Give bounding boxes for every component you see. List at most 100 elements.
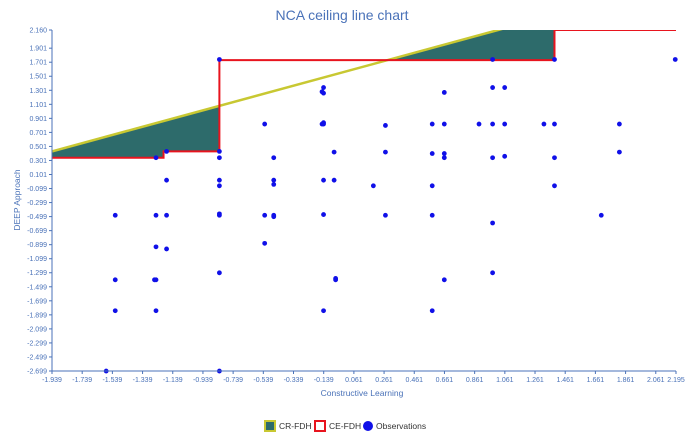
y-tick-label: -1.899 xyxy=(27,312,47,319)
x-tick-label: -0.139 xyxy=(314,377,334,384)
y-tick-label: 1.701 xyxy=(29,60,47,67)
legend-swatch-observations xyxy=(363,421,373,431)
observation-point xyxy=(153,244,159,250)
observation-point xyxy=(490,220,496,226)
x-tick-label: 2.061 xyxy=(647,377,665,384)
y-tick-label: -1.699 xyxy=(27,298,47,305)
observation-point xyxy=(552,183,557,189)
observation-point xyxy=(490,121,496,127)
x-tick-label: 0.461 xyxy=(405,377,423,384)
observation-point xyxy=(502,153,508,159)
observation-point xyxy=(112,212,118,218)
observation-point xyxy=(383,149,388,155)
y-tick-label: -1.299 xyxy=(27,270,47,277)
observation-point xyxy=(216,270,222,276)
observation-point xyxy=(672,57,678,62)
observation-point xyxy=(262,212,268,218)
observation-point xyxy=(271,155,277,161)
cr-fdh-line xyxy=(52,30,503,153)
x-tick-label: 1.661 xyxy=(587,377,605,384)
cr-fdh-area-0 xyxy=(52,106,219,158)
observation-point xyxy=(441,151,447,156)
x-tick-label: -0.939 xyxy=(193,377,213,384)
observation-point xyxy=(321,212,326,217)
x-tick-label: -1.539 xyxy=(102,377,122,384)
observation-point xyxy=(321,308,326,314)
observation-point xyxy=(616,121,622,127)
observation-point xyxy=(552,121,557,127)
x-tick-label: 0.061 xyxy=(345,377,363,384)
legend: CR-FDH CE-FDH Observations xyxy=(264,420,426,432)
observation-point xyxy=(541,121,547,127)
observation-point xyxy=(321,177,326,183)
observation-point xyxy=(216,177,222,183)
y-axis-title: DEEP Approach xyxy=(12,169,22,231)
observation-point xyxy=(271,177,277,183)
observation-point xyxy=(216,211,222,217)
observation-point xyxy=(441,155,447,161)
chart-title: NCA ceiling line chart xyxy=(275,7,408,23)
observation-point xyxy=(490,270,496,276)
x-tick-label: -0.739 xyxy=(223,377,243,384)
y-tick-label: -2.499 xyxy=(27,354,47,361)
observation-point xyxy=(112,308,118,314)
observation-point xyxy=(164,177,169,183)
observation-point xyxy=(321,120,326,126)
observation-point xyxy=(441,121,447,127)
observation-point xyxy=(490,85,496,90)
observation-point xyxy=(152,277,157,283)
y-tick-label: 0.301 xyxy=(29,158,47,165)
x-tick-label: -1.139 xyxy=(163,377,183,384)
observation-point xyxy=(598,212,604,218)
observation-point xyxy=(164,246,169,252)
observation-point xyxy=(429,212,435,218)
y-tick-label: -0.499 xyxy=(27,214,47,221)
y-tick-label: 0.101 xyxy=(29,172,47,179)
observation-point xyxy=(429,151,435,156)
y-tick-label: 2.160 xyxy=(29,28,47,35)
observation-point xyxy=(333,276,339,281)
observation-point xyxy=(552,155,557,161)
observation-point xyxy=(112,277,118,283)
legend-swatch-cr-fdh xyxy=(264,420,276,432)
y-tick-label: -0.299 xyxy=(27,200,47,207)
x-tick-label: 1.461 xyxy=(556,377,574,384)
cr-fdh-area-1 xyxy=(387,30,676,61)
observation-point xyxy=(383,123,388,128)
observation-point xyxy=(370,183,376,189)
legend-label-ce-fdh: CE-FDH xyxy=(329,421,361,431)
y-tick-label: 0.701 xyxy=(29,130,47,137)
legend-swatch-ce-fdh xyxy=(314,420,326,432)
observation-point xyxy=(216,149,222,154)
observation-point xyxy=(153,155,159,161)
x-axis-title: Constructive Learning xyxy=(321,388,404,398)
observation-point xyxy=(441,90,447,95)
x-tick-label: -1.739 xyxy=(72,377,92,384)
y-tick-label: 1.301 xyxy=(29,88,47,95)
y-tick-label: -2.099 xyxy=(27,326,47,333)
observation-point xyxy=(490,155,496,161)
y-tick-label: -1.099 xyxy=(27,256,47,263)
x-tick-label: 1.261 xyxy=(526,377,544,384)
observation-point xyxy=(616,149,622,155)
y-tick-label: 1.501 xyxy=(29,74,47,81)
x-tick-label: 1.061 xyxy=(496,377,514,384)
observation-point xyxy=(321,85,326,90)
observation-point xyxy=(164,212,169,218)
observation-point xyxy=(429,183,435,189)
y-tick-label: -0.699 xyxy=(27,228,47,235)
x-tick-label: 0.861 xyxy=(466,377,484,384)
ce-fdh-line xyxy=(52,30,676,159)
observation-point xyxy=(271,181,277,187)
y-tick-label: -0.099 xyxy=(27,186,47,193)
observation-point xyxy=(429,308,435,314)
observation-point xyxy=(164,149,169,154)
observation-point xyxy=(216,183,222,189)
x-tick-label: -0.539 xyxy=(253,377,273,384)
y-tick-label: -0.899 xyxy=(27,242,47,249)
y-tick-label: 0.501 xyxy=(29,144,47,151)
observation-point xyxy=(262,240,268,246)
observation-point xyxy=(552,57,557,62)
y-tick-label: 0.901 xyxy=(29,116,47,123)
